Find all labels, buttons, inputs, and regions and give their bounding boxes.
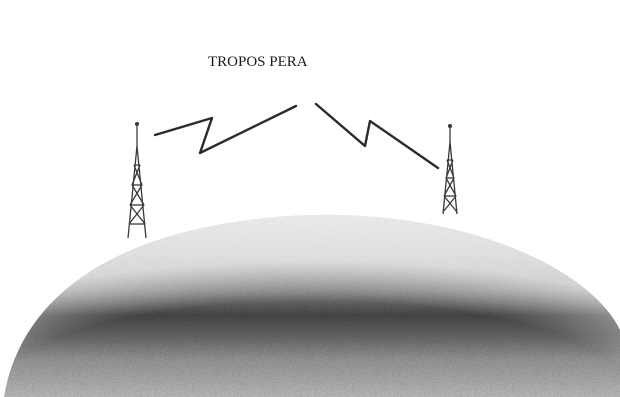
right-antenna-tower [442,123,458,215]
troposphere-label: TROPOS PERA [208,54,308,70]
uplink-signal-path [153,104,298,155]
downlink-signal-path [314,102,440,170]
left-antenna-tower [127,121,147,239]
earth-dome [4,214,620,397]
